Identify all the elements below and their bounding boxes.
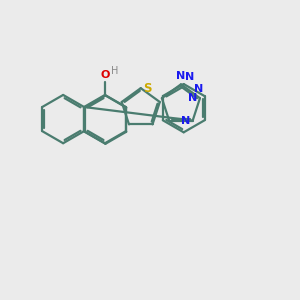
Text: N: N — [181, 116, 190, 126]
Text: N: N — [185, 72, 194, 82]
Text: N: N — [194, 84, 203, 94]
Text: S: S — [143, 82, 152, 95]
Text: N: N — [188, 93, 198, 103]
Text: H: H — [111, 66, 118, 76]
Text: O: O — [100, 70, 110, 80]
Text: N: N — [176, 71, 185, 81]
